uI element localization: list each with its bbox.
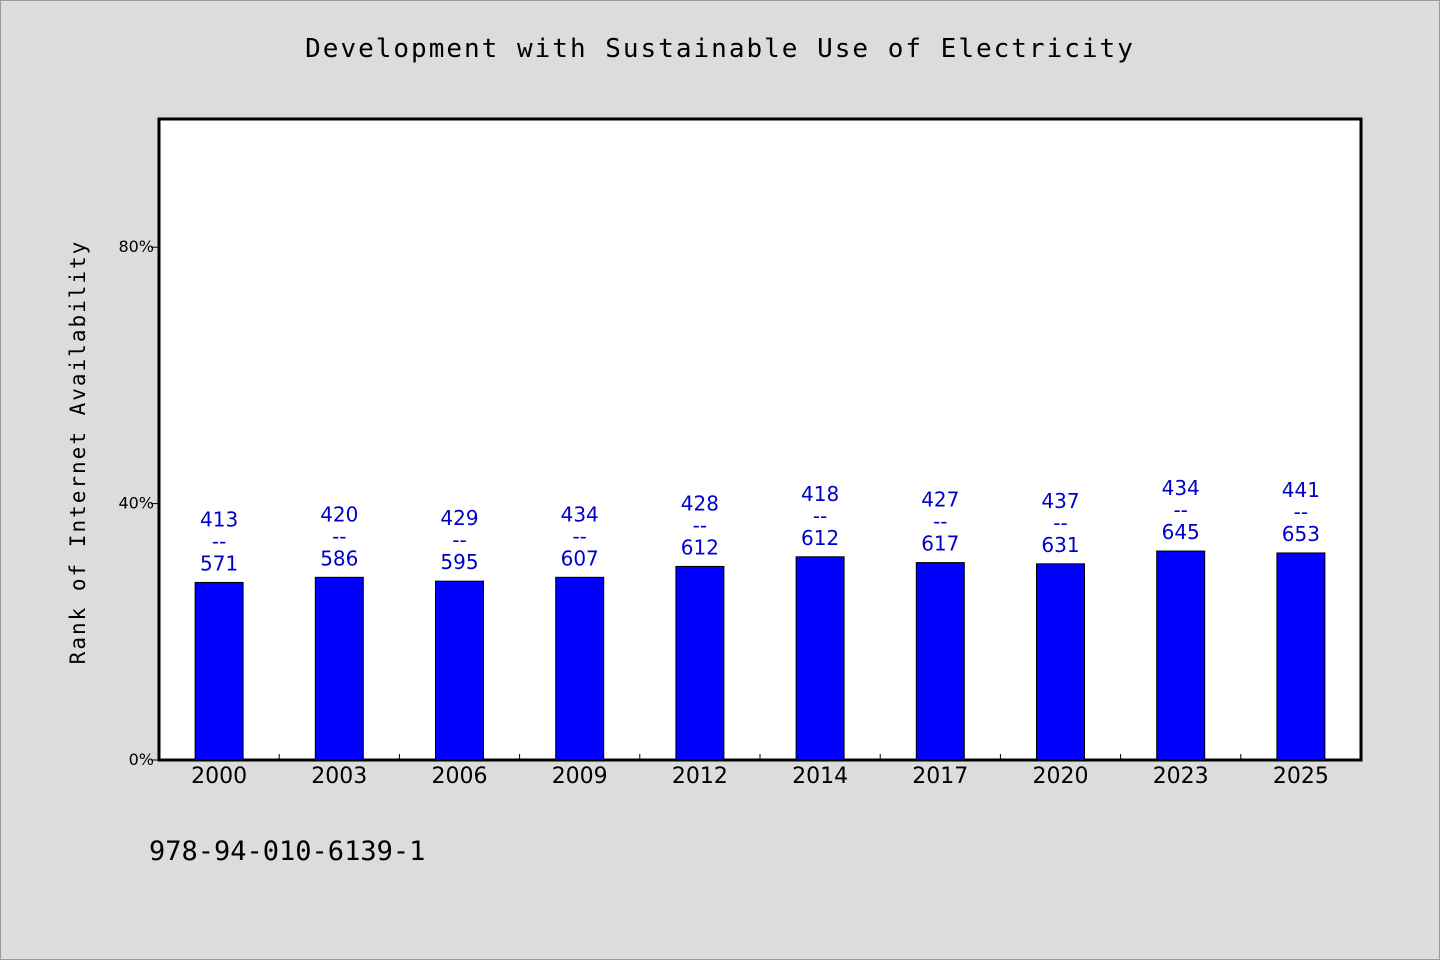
bar: [1036, 563, 1085, 761]
x-tick-label: 2006: [432, 764, 488, 789]
y-tick-label: 40%: [118, 494, 154, 513]
bar: [675, 565, 725, 761]
bar: [1276, 552, 1326, 761]
bar-value-label: --: [1294, 500, 1308, 524]
bar-value-label: 413: [200, 507, 238, 531]
category-labels: 2000 2003 2006 2009 2012 2014 2017 2020 2023 2025: [191, 764, 1329, 789]
bar: [795, 556, 845, 761]
bar-value-label: 653: [1282, 522, 1320, 546]
x-tick-label: 2014: [792, 764, 848, 789]
bar-value-label: 612: [681, 535, 719, 559]
x-tick-label: 2000: [191, 764, 247, 789]
bars: [194, 550, 1326, 761]
bar-value-label: 586: [320, 546, 358, 570]
bar: [435, 580, 484, 761]
bar-value-label: --: [452, 528, 466, 552]
bar-value-label: 595: [440, 550, 478, 574]
bar-value-label: 428: [681, 491, 719, 515]
x-tick-label: 2023: [1153, 764, 1209, 789]
bar: [555, 576, 605, 761]
x-tick-label: 2020: [1033, 764, 1089, 789]
bar-value-label: --: [332, 524, 346, 548]
bar-value-label: 645: [1162, 520, 1200, 544]
y-axis-ticks: 0% 40% 80%: [118, 237, 159, 769]
x-tick-label: 2009: [552, 764, 608, 789]
bar-value-label: --: [933, 510, 947, 534]
isbn-footer: 978-94-010-6139-1: [149, 836, 426, 867]
bar-value-label: 420: [320, 502, 358, 526]
x-tick-label: 2025: [1273, 764, 1329, 789]
bar-value-label: 437: [1041, 489, 1079, 513]
bar-value-label: --: [1053, 511, 1067, 535]
bar: [314, 576, 364, 761]
bar-value-label: 429: [440, 506, 478, 530]
bar-value-label: 427: [921, 488, 959, 512]
bar: [915, 562, 965, 761]
bar-value-label: 571: [200, 551, 238, 575]
data-labels: 413--571420--586429--595434--607428--612…: [200, 476, 1320, 575]
bar: [1156, 550, 1206, 761]
bar: [194, 581, 244, 761]
bar-value-label: 631: [1041, 533, 1079, 557]
x-tick-label: 2003: [311, 764, 367, 789]
y-tick-label: 80%: [118, 237, 154, 256]
bar-value-label: 434: [1162, 476, 1200, 500]
bar-value-label: 441: [1282, 478, 1320, 502]
bar-value-label: --: [572, 524, 586, 548]
bar-value-label: --: [1173, 498, 1187, 522]
x-axis-ticks: [278, 754, 1242, 760]
bar-value-label: 418: [801, 482, 839, 506]
chart-title: Development with Sustainable Use of Elec…: [305, 34, 1135, 64]
x-tick-label: 2012: [672, 764, 728, 789]
x-tick-label: 2017: [912, 764, 968, 789]
y-tick-label: 0%: [129, 750, 154, 769]
bar-value-label: --: [212, 529, 226, 553]
bar-value-label: 434: [561, 502, 599, 526]
bar-value-label: --: [693, 513, 707, 537]
bar-value-label: 607: [561, 546, 599, 570]
bar-value-label: 612: [801, 526, 839, 550]
bar-value-label: 617: [921, 532, 959, 556]
bar-value-label: --: [813, 504, 827, 528]
